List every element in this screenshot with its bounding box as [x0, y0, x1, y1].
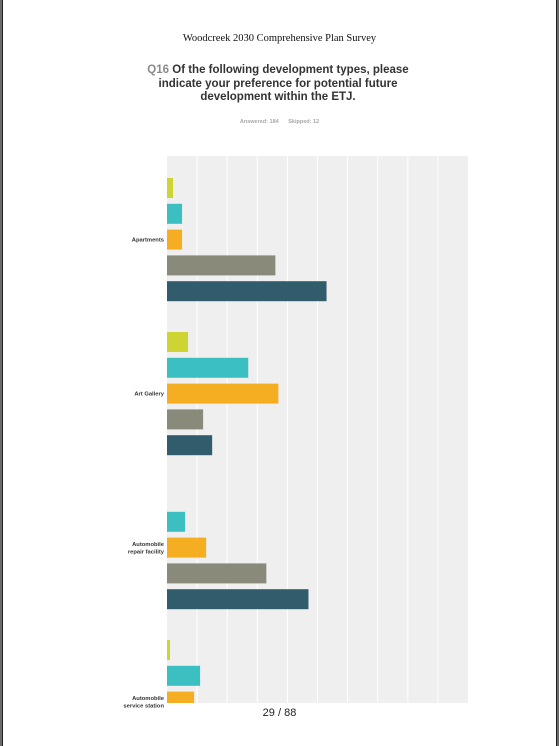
bars-group [167, 178, 327, 737]
category-label-line: Automobile [132, 542, 165, 548]
bar [167, 332, 189, 352]
category-label: Art Gallery [134, 392, 164, 398]
category-label-line: repair facility [128, 549, 165, 555]
bar [167, 178, 174, 198]
question-heading: Q16 Of the following development types, … [133, 64, 423, 105]
category-label: Automobile service station [123, 696, 164, 710]
bar [167, 640, 171, 660]
category-label-line: Automobile [132, 696, 165, 702]
bar [167, 563, 267, 584]
category-label-line: Apartments [132, 238, 164, 244]
bar [167, 435, 213, 456]
bar [167, 537, 207, 558]
bar [167, 203, 183, 224]
bar [167, 229, 183, 250]
category-label: Automobile repair facility [128, 542, 165, 556]
bar [167, 665, 201, 686]
bar [167, 281, 327, 302]
bar [167, 717, 266, 737]
category-label-line: Art Gallery [134, 392, 164, 398]
bar [167, 255, 276, 276]
bar [167, 409, 204, 430]
category-label-line: service station [123, 703, 164, 709]
bar [167, 589, 309, 610]
question-number: Q16 [147, 64, 170, 76]
bar [167, 383, 279, 404]
category-label: Apartments [132, 238, 164, 244]
bar [167, 357, 249, 378]
response-stats: Answered: 184 Skipped: 12 [3, 119, 556, 125]
bar [167, 511, 186, 532]
bar [167, 691, 195, 703]
page-number: 29 / 88 [262, 707, 297, 719]
document-title: Woodcreek 2030 Comprehensive Plan Survey [182, 33, 377, 44]
skipped-count: Skipped: 12 [288, 119, 320, 125]
answered-count: Answered: 184 [239, 119, 279, 125]
question-text: Of the following development types, plea… [158, 64, 409, 103]
